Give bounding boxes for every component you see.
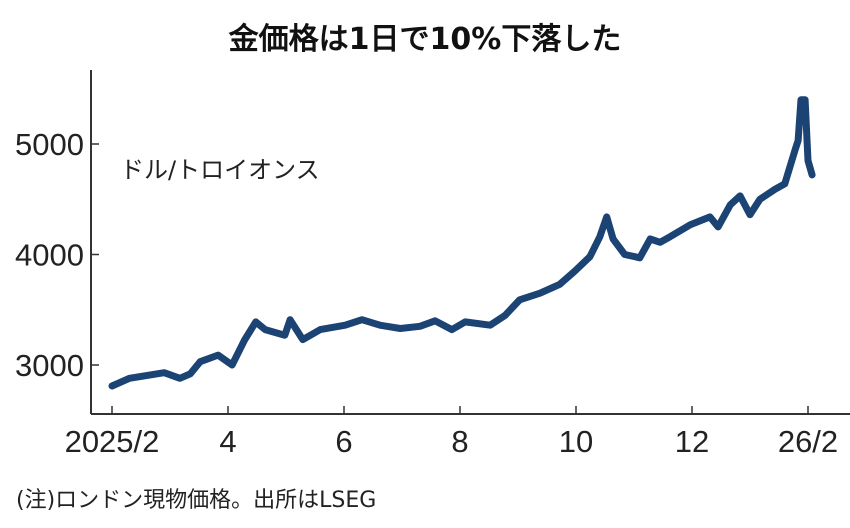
chart-title: 金価格は1日で10%下落した (228, 22, 622, 57)
x-tick-label: 10 (559, 424, 593, 459)
y-tick-label: 5000 (15, 127, 84, 162)
unit-label: ドル/トロイオンス (120, 156, 320, 184)
y-tick-label: 4000 (15, 238, 84, 273)
x-tick-label: 12 (675, 424, 709, 459)
x-tick-label: 2025/2 (65, 424, 160, 459)
x-tick-label: 4 (219, 424, 236, 459)
x-tick-label: 8 (451, 424, 468, 459)
x-tick-label: 6 (335, 424, 352, 459)
gold-price-line (108, 96, 816, 390)
x-tick-label: 26/2 (778, 424, 838, 459)
source-note: (注)ロンドン現物価格。出所はLSEG (16, 488, 377, 513)
y-tick-label: 3000 (15, 348, 84, 383)
